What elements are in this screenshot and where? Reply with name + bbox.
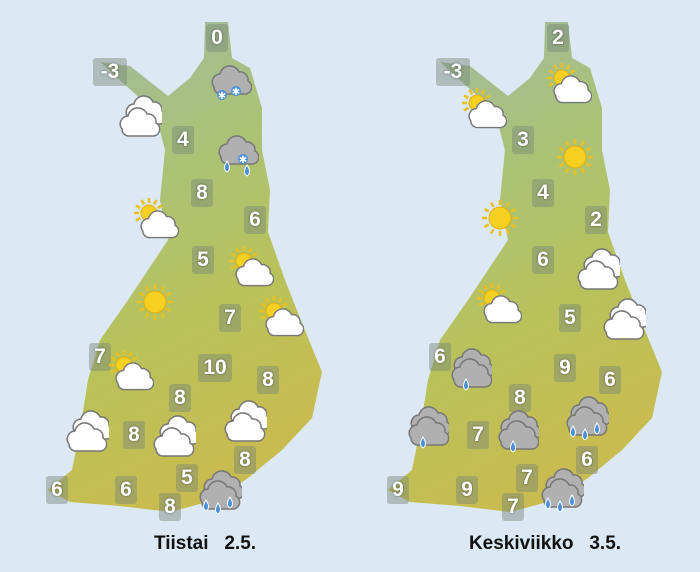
temperature-label-wednesday: 9 (387, 476, 409, 504)
temperature-label-tuesday: 8 (159, 493, 181, 521)
temperature-label-tuesday: 5 (176, 464, 198, 492)
temperature-label-wednesday: 2 (585, 206, 607, 234)
sun-cloud-icon (229, 246, 274, 287)
finland-map-wednesday (388, 22, 662, 512)
temperature-label-wednesday: 4 (532, 179, 554, 207)
cloud-icon (153, 415, 196, 457)
svg-text:✱: ✱ (232, 87, 240, 98)
sun-cloud-icon (134, 198, 179, 239)
temperature-label-tuesday: 5 (192, 246, 214, 274)
cloud-icon (66, 410, 109, 452)
temperature-label-tuesday: 7 (219, 304, 241, 332)
sun-cloud-icon (547, 63, 592, 104)
temperature-label-tuesday: 4 (172, 126, 194, 154)
temperature-label-tuesday: 10 (198, 354, 232, 382)
cloud-heavy-rain-icon (199, 470, 242, 514)
cloud-snow-icon: ✱ ✱ (211, 65, 252, 102)
day-label-wednesday: Keskiviikko 3.5. (468, 533, 622, 554)
temperature-label-wednesday: 7 (516, 464, 538, 492)
cloud-icon (577, 248, 620, 290)
temperature-label-wednesday: 6 (599, 366, 621, 394)
cloud-icon (119, 95, 162, 137)
temperature-label-tuesday: 6 (244, 206, 266, 234)
cloud-icon (603, 298, 646, 340)
svg-text:✱: ✱ (218, 91, 226, 102)
temperature-label-wednesday: 5 (559, 304, 581, 332)
temperature-label-tuesday: 8 (234, 446, 256, 474)
temperature-label-wednesday: 9 (456, 476, 478, 504)
temperature-label-wednesday: 9 (554, 354, 576, 382)
temperature-label-wednesday: 8 (509, 384, 531, 412)
cloud-sleet-icon: ✱ (218, 135, 259, 177)
temperature-label-wednesday: 2 (547, 24, 569, 52)
sun-icon (482, 200, 518, 236)
temperature-label-tuesday: 6 (46, 476, 68, 504)
sun-cloud-icon (109, 350, 154, 391)
temperature-label-tuesday: 8 (169, 384, 191, 412)
sun-cloud-icon (259, 296, 304, 337)
temperature-label-tuesday: 0 (206, 24, 228, 52)
temperature-label-wednesday: 7 (502, 493, 524, 521)
cloud-heavy-rain-icon (566, 396, 609, 440)
cloud-icon (224, 400, 267, 442)
temperature-label-wednesday: -3 (436, 58, 470, 86)
temperature-label-wednesday: 6 (429, 343, 451, 371)
temperature-label-tuesday: 8 (123, 421, 145, 449)
sun-cloud-icon (477, 283, 522, 324)
temperature-label-tuesday: 8 (257, 366, 279, 394)
temperature-label-tuesday: 8 (191, 179, 213, 207)
temperature-label-tuesday: 7 (89, 343, 111, 371)
sun-cloud-icon (462, 88, 507, 129)
sun-icon (137, 284, 173, 320)
day-label-tuesday: Tiistai 2.5. (153, 533, 257, 554)
temperature-label-wednesday: 3 (512, 126, 534, 154)
cloud-rain-icon (498, 410, 539, 453)
cloud-rain-icon (451, 348, 492, 391)
cloud-heavy-rain-icon (541, 468, 584, 512)
temperature-label-tuesday: 6 (115, 476, 137, 504)
svg-text:✱: ✱ (239, 155, 247, 166)
temperature-label-wednesday: 7 (467, 421, 489, 449)
temperature-label-wednesday: 6 (532, 246, 554, 274)
temperature-label-tuesday: -3 (93, 58, 127, 86)
cloud-rain-icon (408, 406, 449, 449)
sun-icon (557, 139, 593, 175)
temperature-label-wednesday: 6 (576, 446, 598, 474)
